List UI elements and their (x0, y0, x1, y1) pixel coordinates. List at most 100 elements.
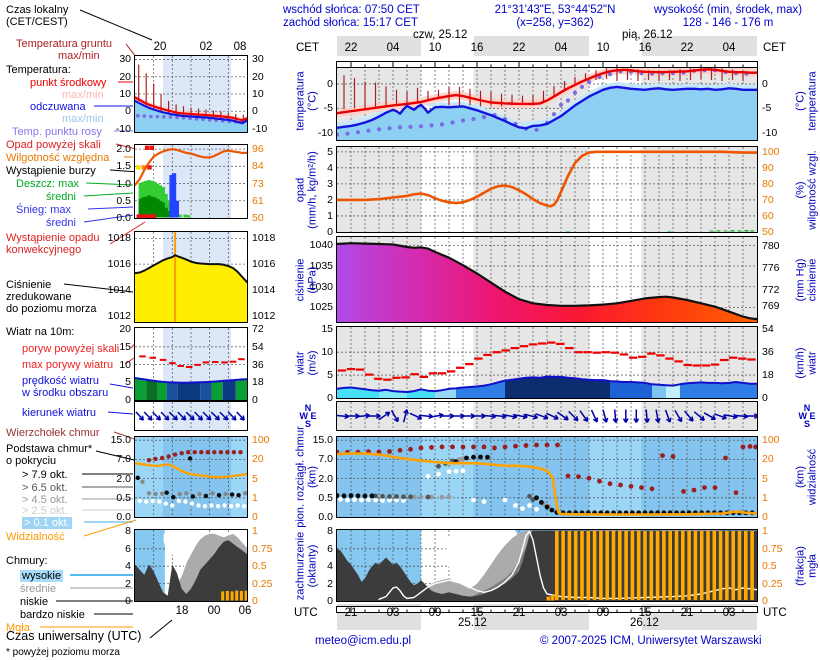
legend-podst1: Podstawa chmur* (6, 443, 93, 455)
tick-m_wiatr-left: 0 (125, 394, 131, 406)
tick-m_wiatr-right: 36 (252, 358, 264, 371)
legend-wilg: Wilgotność względna (6, 152, 110, 164)
footnote: * powyżej poziomu morza (6, 647, 120, 658)
legend-ssred: średni (46, 217, 76, 229)
tick-m_chmur-left: 0.0 (116, 511, 131, 523)
panel-cisn (336, 236, 758, 323)
panel-m_dir (134, 401, 248, 431)
contact-email[interactable]: meteo@icm.edu.pl (315, 635, 411, 648)
utc-label-right: UTC (763, 607, 787, 619)
tick-chmur-right: 100 (762, 434, 780, 447)
mini-utc-tick: 18 (175, 605, 189, 617)
tick-temp-left: 0 (327, 77, 333, 90)
legend-opadsk: Opad powyżej skali (6, 139, 101, 151)
legend-grunt2: max/min (58, 50, 100, 62)
tick-m_chmur-right: 1 (252, 491, 258, 504)
tick-wiatr-left: 15 (321, 323, 333, 336)
utc-tick: 03 (554, 607, 568, 619)
legend-dsred: średni (46, 191, 76, 203)
legend-maxpor: max porywy wiatru (22, 359, 114, 371)
mini-cet-tick: 20 (153, 41, 167, 53)
panel-m_wiatr (134, 327, 248, 401)
tick-m_temp-right: 30 (252, 53, 264, 66)
tick-m_wiatr-right: 0 (252, 394, 258, 406)
tick-wiatr-left: 0 (327, 392, 333, 404)
cet-tick: 22 (680, 42, 694, 54)
legend-rosy: Temp. punktu rosy (12, 126, 102, 138)
mini-utc-tick: 06 (238, 605, 252, 617)
tick-m_zachm-left: 0 (125, 595, 131, 607)
axis-title-zachm-r: (frakcja) mgła (794, 545, 819, 586)
axis-title-wiatr-r: (km/h) wiatr (794, 346, 819, 379)
date-footer-2: 26.12 (630, 617, 659, 629)
legend-nis: niskie (20, 596, 49, 608)
local-time-zone: (CET/CEST) (6, 16, 68, 28)
tick-zachm-right: 0.25 (762, 577, 783, 590)
utc-tick: 03 (722, 607, 736, 619)
utc-tick: 03 (386, 607, 400, 619)
axis-title-temp-r: (°C) temperatura (794, 71, 819, 131)
tick-m_zachm-right: 1 (252, 525, 258, 538)
grid-point: (x=258, y=362) (516, 17, 594, 29)
tick-chmur-left: 0.0 (318, 511, 333, 523)
tick-zachm-right: 0.75 (762, 542, 783, 555)
email-link[interactable]: meteo@icm.edu.pl (315, 635, 412, 647)
cet-tick: 22 (344, 42, 358, 54)
tick-m_temp-left: 20 (119, 70, 131, 83)
tick-opad-left: 3 (327, 177, 333, 190)
utc-tick: 15 (470, 607, 484, 619)
tick-cisn-right: 780 (762, 239, 780, 252)
tick-m_temp-right: 0 (252, 105, 258, 118)
legend-o79: > 7.9 okt. (22, 469, 68, 481)
tick-m_temp-left: -10 (115, 122, 131, 135)
tick-temp-left: -10 (317, 126, 333, 139)
panel-m_temp (134, 55, 248, 133)
axis-title-zachm-l: zachmurzenie (oktanty) (294, 531, 319, 600)
tick-chmur-right: 1 (762, 491, 768, 504)
tick-m_temp-right: 20 (252, 70, 264, 83)
date-footer-1: 25.12 (458, 617, 487, 629)
legend-wiatr10: Wiatr na 10m: (6, 326, 75, 338)
tick-m_chmur-right: 5 (252, 472, 258, 485)
tick-chmur-left: 15.0 (312, 434, 333, 447)
tick-zachm-right: 1 (762, 525, 768, 538)
legend-widz: Widzialność (6, 531, 65, 543)
tick-m_opad-left: 2.0 (116, 143, 131, 156)
tick-m_cisn-left: 1018 (107, 232, 131, 245)
tick-cisn-left: 1030 (309, 280, 333, 293)
legend-konw2: konwekcyjnego (6, 244, 82, 256)
tick-m_cisn-right: 1012 (252, 309, 276, 322)
utc-tick: 21 (512, 607, 526, 619)
cet-tick: 22 (512, 42, 526, 54)
legend-punkt: punkt środkowy (30, 77, 107, 89)
utc-ruler (336, 600, 758, 618)
tick-m_chmur-left: 0.5 (116, 491, 131, 504)
tick-cisn-left: 1040 (309, 239, 333, 252)
utc-caption: Czas uniwersalny (UTC) (6, 629, 142, 643)
tick-m_temp-right: 10 (252, 88, 264, 100)
tick-m_wiatr-left: 10 (119, 358, 131, 371)
tick-m_opad-left: 1.5 (116, 160, 131, 173)
tick-m_wiatr-left: 20 (119, 323, 131, 336)
legend-deszcz: Deszcz: max (16, 178, 79, 190)
panel-m_opad (134, 144, 248, 219)
tick-temp-right: -5 (762, 102, 772, 115)
utc-tick: 21 (680, 607, 694, 619)
tick-opad-left: 5 (327, 145, 333, 158)
tick-cisn-right: 776 (762, 261, 780, 274)
cet-ruler (336, 55, 758, 73)
tick-m_zachm-right: 0.5 (252, 560, 267, 573)
tick-m_wiatr-right: 18 (252, 376, 264, 389)
tick-wiatr-right: 36 (762, 346, 774, 359)
tick-m_temp-left: 0 (125, 105, 131, 118)
tick-m_zachm-left: 4 (125, 560, 131, 573)
tick-m_cisn-left: 1014 (107, 283, 131, 296)
tick-opad-left: 4 (327, 161, 333, 174)
utc-tick: 15 (638, 607, 652, 619)
tick-zachm-left: 2 (327, 577, 333, 590)
tick-opad-left: 1 (327, 209, 333, 222)
tick-m_opad-right: 84 (252, 160, 264, 173)
axis-title-opad-r: (%) wilgotność wzgl. (794, 149, 819, 230)
